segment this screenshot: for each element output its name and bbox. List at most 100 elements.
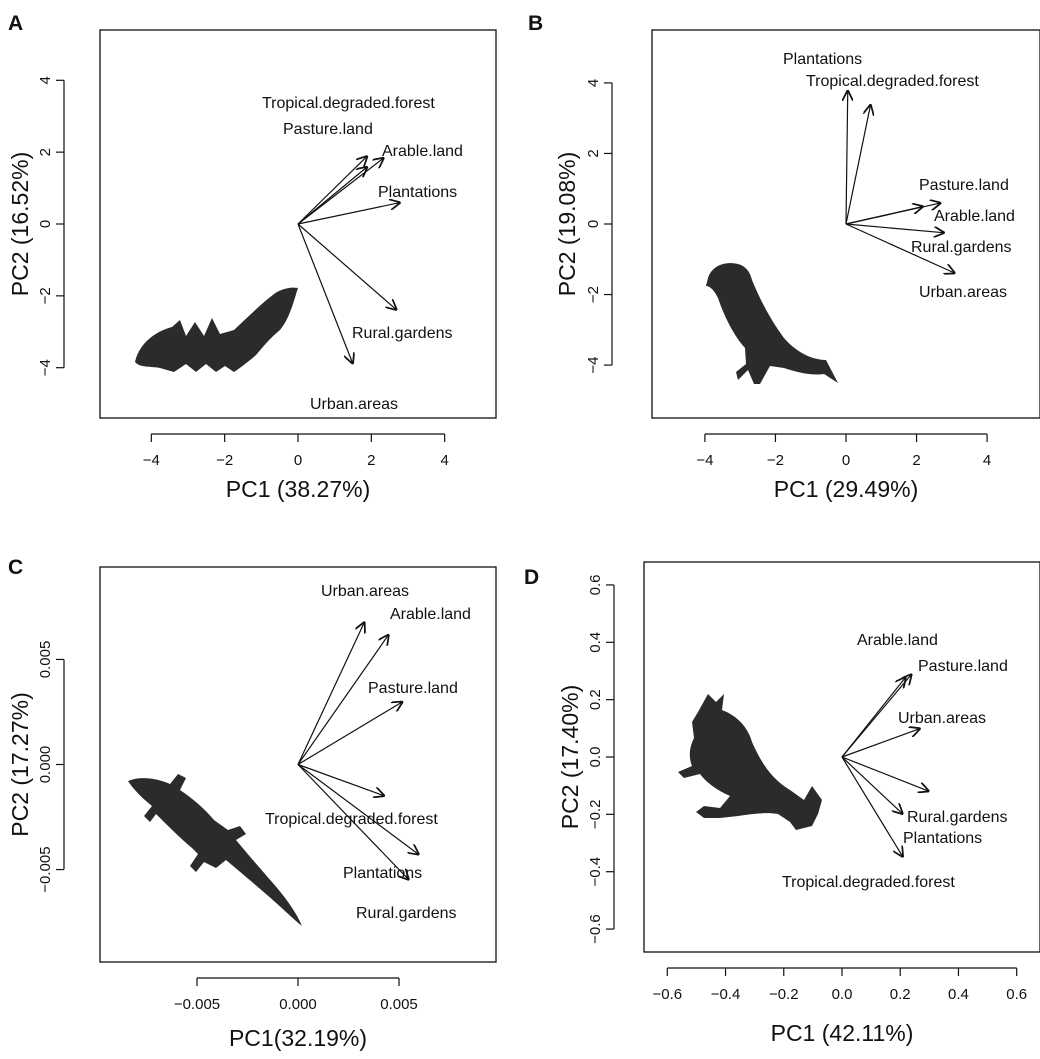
y-tick-label: 4	[585, 79, 602, 87]
loading-vector	[297, 763, 385, 797]
y-tick-label: −4	[37, 359, 54, 376]
vector-label: Plantations	[343, 865, 422, 882]
y-tick-label: −2	[37, 287, 54, 304]
x-tick-label: 0	[842, 452, 850, 469]
y-tick-label: 2	[37, 148, 54, 156]
x-tick-label: 0	[294, 452, 302, 469]
y-tick-label: −2	[585, 286, 602, 303]
frog-silhouette	[678, 694, 822, 830]
x-tick-label: −2	[216, 452, 233, 469]
y-tick-label: 0.6	[587, 575, 604, 596]
y-tick-label: 0	[37, 220, 54, 228]
x-tick-label: −2	[767, 452, 784, 469]
vector-label: Plantations	[783, 51, 862, 68]
x-axis-title: PC1 (42.11%)	[771, 1020, 914, 1046]
vector-label: Arable.land	[382, 143, 463, 160]
vector-label: Plantations	[378, 184, 457, 201]
vector-label: Arable.land	[934, 208, 1015, 225]
y-tick-label: −0.6	[587, 914, 604, 944]
panel-letter: A	[8, 12, 23, 35]
x-tick-label: −0.005	[174, 996, 220, 1013]
y-axis-title: PC2 (17.27%)	[7, 692, 33, 836]
x-tick-label: −4	[696, 452, 713, 469]
x-tick-label: 0.6	[1006, 986, 1027, 1003]
vector-label: Tropical.degraded.forest	[806, 73, 979, 90]
y-tick-label: −0.4	[587, 857, 604, 887]
y-axis-title: PC2 (16.52%)	[7, 152, 33, 296]
vector-label: Rural.gardens	[907, 809, 1008, 826]
x-tick-label: −4	[143, 452, 160, 469]
panel-a: A −4 −2 0 2 4 −4 −2 0 2 4 PC1 (38.27%) PC2 (16.52%) T…	[7, 12, 497, 502]
x-tick-label: 2	[912, 452, 920, 469]
lizard-silhouette	[128, 774, 302, 926]
panel-letter: D	[524, 566, 539, 589]
y-tick-label: 0.2	[587, 689, 604, 710]
y-tick-label: 0.005	[37, 641, 54, 679]
vector-label: Rural.gardens	[911, 239, 1012, 256]
loading-vector	[297, 701, 403, 766]
x-tick-label: 4	[440, 452, 448, 469]
loading-vector	[297, 223, 397, 310]
loading-vector	[297, 202, 401, 225]
x-tick-label: −0.4	[711, 986, 741, 1003]
x-tick-label: 0.005	[380, 996, 418, 1013]
loading-vector	[297, 634, 389, 765]
y-tick-label: 0	[585, 220, 602, 228]
panel-letter: C	[8, 556, 23, 579]
x-tick-label: 2	[367, 452, 375, 469]
x-tick-label: −0.2	[769, 986, 799, 1003]
vector-label: Pasture.land	[919, 177, 1009, 194]
x-tick-label: 0.000	[279, 996, 317, 1013]
x-tick-label: 4	[983, 452, 991, 469]
y-axis-title: PC2 (19.08%)	[554, 152, 580, 296]
vector-label: Urban.areas	[321, 583, 409, 600]
vector-label: Plantations	[903, 830, 982, 847]
loading-vector	[841, 728, 921, 758]
y-tick-label: −0.005	[37, 846, 54, 892]
loading-vector	[841, 756, 929, 791]
plot-frame	[99, 29, 497, 419]
loading-vector	[845, 223, 945, 233]
x-axis-title: PC1 (29.49%)	[774, 476, 918, 502]
loading-vector	[841, 756, 903, 814]
y-tick-label: −0.2	[587, 800, 604, 830]
y-tick-label: 0.000	[37, 746, 54, 784]
x-tick-label: 0.0	[832, 986, 853, 1003]
vector-label: Rural.gardens	[352, 325, 453, 342]
vector-label: Arable.land	[390, 606, 471, 623]
plot-frame	[99, 566, 497, 963]
loading-vector	[297, 223, 353, 364]
panel-c: C −0.005 0.000 0.005 −0.005 0.000 0.005 PC1(32.…	[7, 556, 497, 1051]
vector-label: Urban.areas	[310, 396, 398, 413]
plot-frame	[651, 29, 1040, 419]
panel-d: D −0.6 −0.4 −0.2 0.0 0.2 0.4 0.6 −0.6 −0.4 −0.2 0.0…	[524, 561, 1040, 1046]
x-tick-label: 0.2	[890, 986, 911, 1003]
loading-vector	[297, 764, 409, 881]
vector-label: Pasture.land	[918, 658, 1008, 675]
loading-vector	[297, 622, 365, 765]
loading-vector	[297, 158, 384, 225]
panel-b: B −4 −2 0 2 4 −4 −2 0 2 4 PC1 (29.49%) PC2 (19.08%) P…	[528, 12, 1040, 502]
vector-label: Urban.areas	[919, 284, 1007, 301]
panel-letter: B	[528, 12, 543, 35]
loading-vector	[297, 156, 368, 225]
loading-vector	[845, 104, 871, 225]
bat-silhouette	[135, 287, 298, 372]
loading-vector	[841, 756, 903, 857]
loading-vector	[845, 206, 924, 225]
vector-label: Tropical.degraded.forest	[782, 874, 955, 891]
vector-label: Urban.areas	[898, 710, 986, 727]
x-axis-title: PC1(32.19%)	[229, 1025, 367, 1051]
y-tick-label: 0.4	[587, 632, 604, 653]
vector-label: Rural.gardens	[356, 905, 457, 922]
x-axis-title: PC1 (38.27%)	[226, 476, 370, 502]
vector-label: Pasture.land	[283, 121, 373, 138]
loading-vector	[841, 674, 912, 758]
vector-label: Pasture.land	[368, 680, 458, 697]
y-tick-label: 2	[585, 149, 602, 157]
loading-vector	[297, 764, 419, 855]
x-tick-label: −0.6	[652, 986, 682, 1003]
vector-label: Tropical.degraded.forest	[262, 95, 435, 112]
loading-vector	[845, 223, 955, 273]
